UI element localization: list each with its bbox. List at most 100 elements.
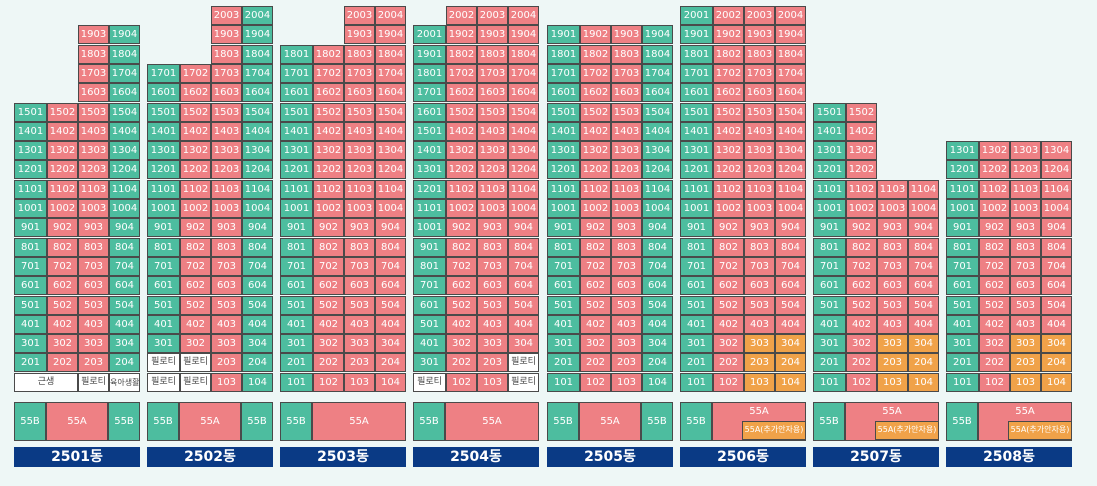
unit-cell[interactable]: 1202 <box>47 160 78 180</box>
unit-cell[interactable]: 802 <box>580 237 611 257</box>
unit-cell[interactable]: 1104 <box>375 179 406 199</box>
unit-cell[interactable]: 1002 <box>446 199 477 218</box>
unit-cell[interactable]: 102 <box>313 372 344 392</box>
unit-cell[interactable]: 1301 <box>813 141 846 161</box>
unit-cell[interactable]: 704 <box>375 256 406 276</box>
unit-cell[interactable]: 803 <box>78 237 109 257</box>
unit-cell[interactable]: 1002 <box>979 199 1010 218</box>
building-name[interactable]: 2502동 <box>147 447 273 467</box>
unit-cell[interactable]: 1604 <box>109 83 140 103</box>
unit-cell[interactable]: 1301 <box>14 141 47 161</box>
unit-cell[interactable]: 1303 <box>344 141 375 161</box>
unit-cell[interactable]: 1004 <box>642 199 673 218</box>
unit-cell[interactable]: 1104 <box>109 179 140 199</box>
unit-cell[interactable]: 101 <box>680 372 713 392</box>
unit-cell[interactable]: 1301 <box>547 141 580 161</box>
unit-cell[interactable]: 201 <box>813 353 846 373</box>
unit-cell[interactable]: 502 <box>713 295 744 315</box>
unit-cell[interactable]: 1403 <box>611 121 642 141</box>
unit-cell[interactable]: 1101 <box>680 179 713 199</box>
unit-cell[interactable]: 602 <box>180 276 211 296</box>
unit-cell[interactable]: 403 <box>78 314 109 334</box>
unit-cell[interactable]: 902 <box>47 218 78 238</box>
unit-cell[interactable]: 1903 <box>477 25 508 45</box>
unit-cell[interactable]: 1003 <box>477 199 508 218</box>
unit-cell[interactable]: 1201 <box>813 160 846 180</box>
unit-cell[interactable]: 404 <box>908 314 939 334</box>
unit-cell[interactable]: 1102 <box>47 179 78 199</box>
unit-cell[interactable]: 404 <box>508 314 539 334</box>
unit-cell[interactable]: 501 <box>946 295 979 315</box>
unit-cell[interactable]: 404 <box>642 314 673 334</box>
unit-cell[interactable]: 1004 <box>109 199 140 218</box>
unit-cell[interactable]: 필로티 <box>508 372 539 392</box>
unit-cell[interactable]: 701 <box>280 256 313 276</box>
unit-cell[interactable]: 필로티 <box>413 372 446 392</box>
unit-cell[interactable]: 2003 <box>744 6 775 25</box>
unit-cell[interactable]: 203 <box>78 353 109 373</box>
unit-cell[interactable]: 204 <box>775 353 806 373</box>
unit-cell[interactable]: 1001 <box>280 199 313 218</box>
unit-cell[interactable]: 601 <box>14 276 47 296</box>
unit-cell[interactable]: 1501 <box>14 102 47 122</box>
unit-cell[interactable]: 1602 <box>580 83 611 103</box>
unit-cell[interactable]: 501 <box>280 295 313 315</box>
unit-cell[interactable]: 1304 <box>1041 141 1072 161</box>
unit-cell[interactable]: 1302 <box>580 141 611 161</box>
unit-cell[interactable]: 203 <box>211 353 242 373</box>
unit-cell[interactable]: 1203 <box>611 160 642 180</box>
unit-cell[interactable]: 1603 <box>477 83 508 103</box>
unit-cell[interactable]: 1003 <box>211 199 242 218</box>
unit-cell[interactable]: 1902 <box>446 25 477 45</box>
unit-cell[interactable]: 703 <box>477 256 508 276</box>
unit-cell[interactable]: 1104 <box>508 179 539 199</box>
unit-cell[interactable]: 1201 <box>946 160 979 180</box>
unit-cell[interactable]: 1803 <box>744 44 775 64</box>
unit-cell[interactable]: 301 <box>680 334 713 354</box>
unit-cell[interactable]: 903 <box>877 218 908 238</box>
unit-cell[interactable]: 403 <box>344 314 375 334</box>
unit-cell[interactable]: 2002 <box>713 6 744 25</box>
unit-cell[interactable]: 303 <box>611 334 642 354</box>
unit-cell[interactable]: 404 <box>775 314 806 334</box>
unit-cell[interactable]: 902 <box>580 218 611 238</box>
unit-cell[interactable]: 404 <box>375 314 406 334</box>
unit-cell[interactable]: 603 <box>1010 276 1041 296</box>
unit-cell[interactable]: 1003 <box>344 199 375 218</box>
unit-cell[interactable]: 1602 <box>180 83 211 103</box>
unit-cell[interactable]: 1402 <box>313 121 344 141</box>
unit-cell[interactable]: 604 <box>242 276 273 296</box>
unit-cell[interactable]: 1802 <box>446 44 477 64</box>
unit-cell[interactable]: 201 <box>547 353 580 373</box>
unit-cell[interactable]: 1003 <box>744 199 775 218</box>
unit-cell[interactable]: 1103 <box>78 179 109 199</box>
unit-cell[interactable]: 503 <box>211 295 242 315</box>
unit-cell[interactable]: 1604 <box>508 83 539 103</box>
unit-cell[interactable]: 1001 <box>147 199 180 218</box>
unit-cell[interactable]: 102 <box>713 372 744 392</box>
unit-cell[interactable]: 1503 <box>344 102 375 122</box>
unit-cell[interactable]: 601 <box>547 276 580 296</box>
unit-cell[interactable]: 604 <box>642 276 673 296</box>
unit-cell[interactable]: 2003 <box>477 6 508 25</box>
unit-cell[interactable]: 필로티 <box>180 353 211 373</box>
unit-cell[interactable]: 103 <box>1010 372 1041 392</box>
unit-cell[interactable]: 1603 <box>611 83 642 103</box>
unit-cell[interactable]: 1204 <box>109 160 140 180</box>
unit-cell[interactable]: 1102 <box>580 179 611 199</box>
unit-cell[interactable]: 704 <box>242 256 273 276</box>
unit-cell[interactable]: 702 <box>313 256 344 276</box>
unit-cell[interactable]: 604 <box>375 276 406 296</box>
unit-cell[interactable]: 1903 <box>611 25 642 45</box>
unit-cell[interactable]: 203 <box>1010 353 1041 373</box>
unit-cell[interactable]: 1001 <box>813 199 846 218</box>
unit-cell[interactable]: 304 <box>908 334 939 354</box>
unit-cell[interactable]: 1803 <box>477 44 508 64</box>
unit-cell[interactable]: 202 <box>446 353 477 373</box>
unit-cell[interactable]: 201 <box>680 353 713 373</box>
unit-cell[interactable]: 1002 <box>313 199 344 218</box>
unit-cell[interactable]: 1802 <box>580 44 611 64</box>
unit-cell[interactable]: 1503 <box>211 102 242 122</box>
unit-cell[interactable]: 403 <box>877 314 908 334</box>
unit-cell[interactable]: 1003 <box>877 199 908 218</box>
